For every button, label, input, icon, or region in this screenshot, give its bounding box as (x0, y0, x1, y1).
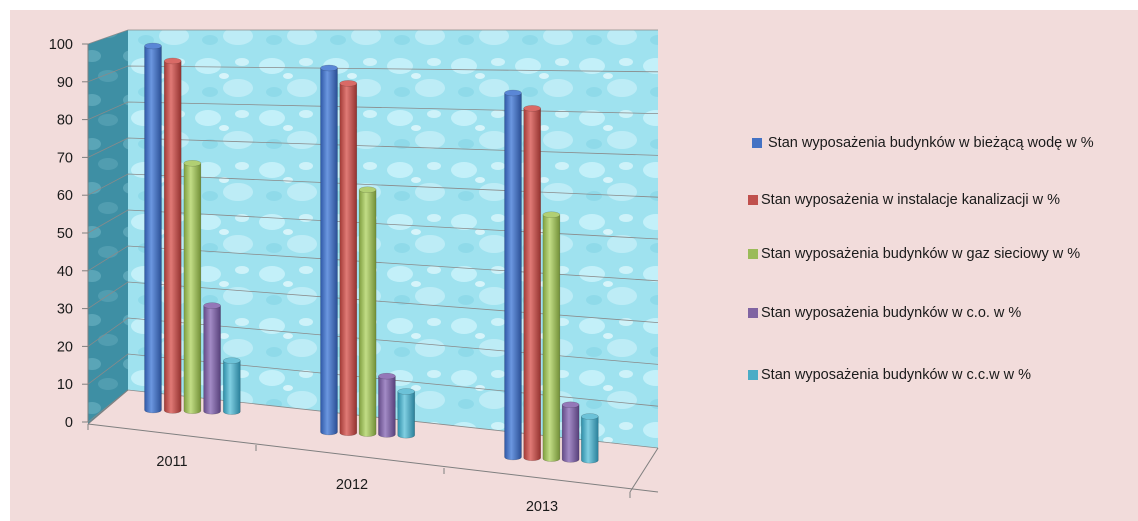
bar-top (320, 64, 338, 72)
y-tick-label: 70 (57, 150, 73, 166)
bar-body (581, 416, 599, 464)
legend-item: Stan wyposażenia w instalacje kanalizacj… (748, 190, 1138, 211)
bar-body (203, 305, 221, 415)
bars (144, 42, 599, 464)
bar (561, 401, 580, 463)
y-axis-ticks: 0 10 20 30 40 50 60 70 80 90 100 (49, 37, 88, 431)
bar (542, 211, 561, 462)
y-tick-label: 60 (57, 188, 73, 204)
y-tick-label: 50 (57, 226, 73, 242)
y-tick-label: 40 (57, 264, 73, 280)
bar-top (358, 186, 377, 193)
legend-label: Stan wyposażenia budynków w bieżącą wodę… (768, 135, 1094, 151)
floor-right-edge (629, 447, 659, 493)
bar (203, 302, 221, 415)
bar (163, 57, 182, 414)
gridline (87, 65, 659, 83)
bar-body (504, 92, 522, 461)
bar-body (163, 60, 182, 414)
floor-side-edge (87, 389, 129, 425)
gridline (87, 209, 659, 240)
bar-top (203, 302, 221, 309)
legend-swatch (748, 195, 758, 205)
bar (581, 413, 599, 464)
y-tick-label: 10 (57, 377, 73, 393)
gridlines (87, 29, 659, 449)
gridline (87, 173, 659, 198)
bar-top (339, 80, 358, 87)
bar-top (183, 160, 202, 167)
bar (523, 105, 541, 462)
bar-body (339, 83, 358, 437)
legend-swatch (748, 308, 758, 318)
legend-item: Stan wyposażenia budynków w gaz sieciowy… (748, 244, 1101, 265)
bar-top (163, 57, 182, 65)
chart-side-wall (88, 30, 128, 424)
x-tick-label: 2013 (526, 499, 558, 515)
bar-body (561, 404, 580, 463)
gridline (87, 281, 659, 323)
bar-body (183, 163, 202, 415)
legend-label: Stan wyposażenia budynków w gaz sieciowy… (761, 246, 1081, 262)
legend-label: Stan wyposażenia budynków w c.o. w % (761, 305, 1022, 321)
bar-top (561, 401, 580, 409)
bar (504, 89, 522, 461)
gridline (87, 317, 659, 365)
y-tick-label: 30 (57, 302, 73, 318)
x-tick-label: 2011 (156, 454, 187, 470)
y-tick-label: 100 (49, 37, 73, 53)
bar-top (397, 388, 415, 395)
x-axis-line (87, 423, 659, 493)
gridline (87, 29, 658, 45)
legend-item: Stan wyposażenia budynków w bieżącą wodę… (748, 133, 1120, 154)
y-tick-label: 0 (65, 415, 73, 431)
bar-body (358, 189, 377, 437)
legend-item: Stan wyposażenia budynków w c.c.w w % (748, 365, 1138, 386)
gridline (87, 137, 659, 158)
bar (223, 357, 241, 415)
legend-swatch (748, 249, 758, 259)
y-tick-label: 90 (57, 75, 73, 91)
bar (339, 80, 358, 437)
bar-body (542, 214, 561, 462)
legend-swatch (748, 370, 758, 380)
bar-top (542, 211, 561, 218)
bar-top (378, 372, 396, 380)
bar-top (504, 89, 522, 97)
bar-body (144, 45, 162, 414)
bar-body (320, 67, 338, 436)
y-tick-label: 20 (57, 339, 73, 355)
bar (397, 388, 415, 439)
legend-label: Stan wyposażenia w instalacje kanalizacj… (761, 192, 1061, 208)
bar (378, 372, 396, 438)
bar-body (523, 108, 541, 462)
gridline (87, 353, 659, 407)
bar (358, 186, 377, 437)
bar-top (523, 105, 541, 112)
y-tick-label: 80 (57, 113, 73, 129)
gridline (87, 101, 659, 120)
bar (183, 160, 202, 415)
bar (320, 64, 338, 436)
bar-top (144, 42, 162, 50)
legend-label: Stan wyposażenia budynków w c.c.w w % (761, 367, 1031, 383)
bar-body (378, 375, 396, 438)
x-tick-label: 2012 (336, 477, 368, 493)
bar-body (397, 391, 415, 439)
legend-item: Stan wyposażenia budynków w c.o. w % (748, 303, 1138, 324)
legend-swatch (752, 138, 762, 148)
bar-top (581, 413, 599, 420)
bar-body (223, 360, 241, 415)
bar (144, 42, 162, 414)
gridline (87, 245, 659, 282)
bar-top (223, 357, 241, 364)
x-axis-ticks: 2011 2012 2013 (87, 424, 631, 515)
